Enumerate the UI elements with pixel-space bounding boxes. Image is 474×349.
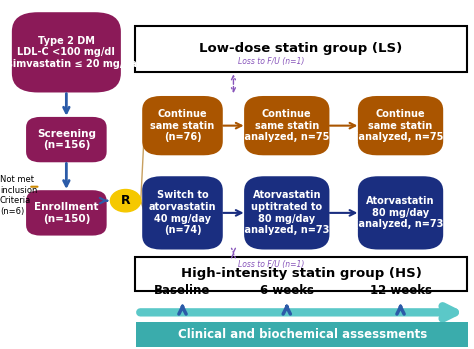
Text: Loss to F/U (n=1): Loss to F/U (n=1): [238, 260, 305, 269]
Text: 12 weeks: 12 weeks: [370, 284, 431, 297]
Text: Type 2 DM
LDL-C <100 mg/dl
on simvastatin ≤ 20 mg/day: Type 2 DM LDL-C <100 mg/dl on simvastati…: [0, 36, 143, 69]
FancyBboxPatch shape: [244, 176, 329, 250]
Text: High-intensity statin group (HS): High-intensity statin group (HS): [181, 267, 421, 281]
FancyBboxPatch shape: [136, 322, 468, 347]
Text: Screening
(n=156): Screening (n=156): [37, 129, 96, 150]
FancyBboxPatch shape: [142, 176, 223, 250]
Text: Low-dose statin group (LS): Low-dose statin group (LS): [200, 42, 402, 55]
FancyBboxPatch shape: [358, 176, 443, 250]
Text: Loss to F/U (n=1): Loss to F/U (n=1): [238, 57, 305, 66]
FancyBboxPatch shape: [142, 96, 223, 155]
Text: Baseline: Baseline: [155, 284, 210, 297]
Text: Clinical and biochemical assessments: Clinical and biochemical assessments: [178, 328, 427, 341]
Text: Not met
inclusion
Criteria
(n=6): Not met inclusion Criteria (n=6): [0, 175, 37, 216]
FancyBboxPatch shape: [358, 96, 443, 155]
Text: Continue
same statin
(n=76): Continue same statin (n=76): [150, 109, 215, 142]
Text: Continue
same statin
(analyzed, n=75): Continue same statin (analyzed, n=75): [354, 109, 447, 142]
FancyBboxPatch shape: [12, 12, 121, 92]
Text: Atorvastatin
80 mg/day
(analyzed, n=73): Atorvastatin 80 mg/day (analyzed, n=73): [354, 196, 447, 230]
FancyBboxPatch shape: [26, 190, 107, 236]
Text: Continue
same statin
(analyzed, n=75): Continue same statin (analyzed, n=75): [240, 109, 334, 142]
FancyBboxPatch shape: [26, 117, 107, 162]
FancyBboxPatch shape: [135, 26, 467, 72]
Circle shape: [110, 190, 141, 212]
Text: Atorvastatin
uptitrated to
80 mg/day
(analyzed, n=73): Atorvastatin uptitrated to 80 mg/day (an…: [240, 191, 334, 235]
FancyBboxPatch shape: [244, 96, 329, 155]
Text: R: R: [121, 194, 130, 207]
FancyBboxPatch shape: [135, 257, 467, 291]
Text: Enrollment
(n=150): Enrollment (n=150): [34, 202, 99, 224]
Text: 6 weeks: 6 weeks: [260, 284, 314, 297]
Text: Switch to
atorvastatin
40 mg/day
(n=74): Switch to atorvastatin 40 mg/day (n=74): [149, 191, 216, 235]
